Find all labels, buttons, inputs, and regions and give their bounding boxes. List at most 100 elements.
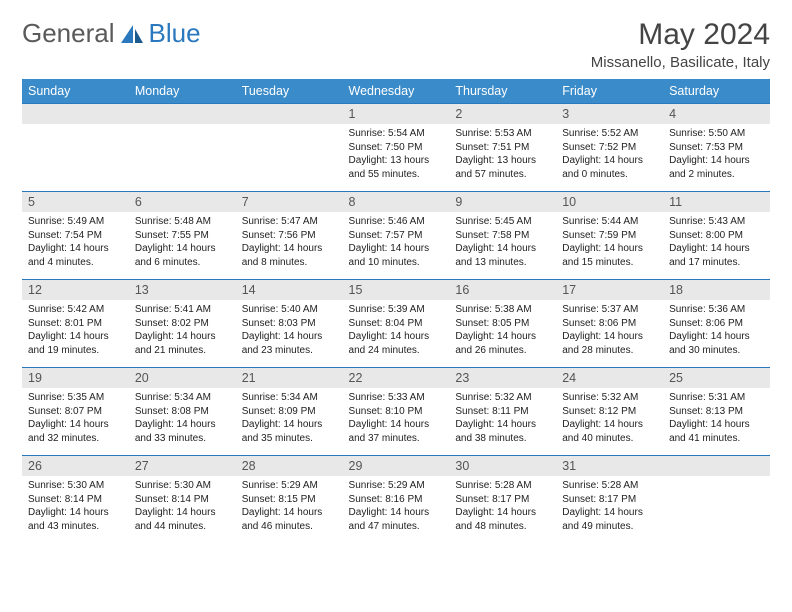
day-detail-cell: Sunrise: 5:36 AMSunset: 8:06 PMDaylight:… <box>663 300 770 368</box>
daylight-text-2: and 0 minutes. <box>562 168 657 182</box>
day-number-cell: 20 <box>129 368 236 389</box>
sunset-text: Sunset: 8:02 PM <box>135 317 230 331</box>
sunrise-text: Sunrise: 5:37 AM <box>562 303 657 317</box>
daylight-text-1: Daylight: 13 hours <box>349 154 444 168</box>
daylight-text-1: Daylight: 14 hours <box>242 242 337 256</box>
daylight-text-2: and 57 minutes. <box>455 168 550 182</box>
daylight-text-1: Daylight: 14 hours <box>455 330 550 344</box>
daylight-text-1: Daylight: 14 hours <box>242 506 337 520</box>
day-number-cell: 22 <box>343 368 450 389</box>
sunset-text: Sunset: 8:15 PM <box>242 493 337 507</box>
sunrise-text: Sunrise: 5:45 AM <box>455 215 550 229</box>
day-detail-cell <box>22 124 129 192</box>
sunset-text: Sunset: 7:57 PM <box>349 229 444 243</box>
title-block: May 2024 Missanello, Basilicate, Italy <box>591 18 770 71</box>
sunset-text: Sunset: 7:56 PM <box>242 229 337 243</box>
daylight-text-2: and 44 minutes. <box>135 520 230 534</box>
day-detail-cell: Sunrise: 5:30 AMSunset: 8:14 PMDaylight:… <box>22 476 129 543</box>
day-number-cell: 31 <box>556 456 663 477</box>
sunrise-text: Sunrise: 5:32 AM <box>455 391 550 405</box>
daynum-row: 262728293031 <box>22 456 770 477</box>
sunrise-text: Sunrise: 5:49 AM <box>28 215 123 229</box>
sunset-text: Sunset: 7:51 PM <box>455 141 550 155</box>
daylight-text-2: and 35 minutes. <box>242 432 337 446</box>
brand-text-1: General <box>22 18 115 49</box>
weekday-header: Sunday <box>22 79 129 104</box>
day-number-cell: 25 <box>663 368 770 389</box>
day-detail-cell: Sunrise: 5:31 AMSunset: 8:13 PMDaylight:… <box>663 388 770 456</box>
day-detail-cell: Sunrise: 5:43 AMSunset: 8:00 PMDaylight:… <box>663 212 770 280</box>
day-detail-cell: Sunrise: 5:52 AMSunset: 7:52 PMDaylight:… <box>556 124 663 192</box>
daylight-text-1: Daylight: 14 hours <box>349 330 444 344</box>
sunrise-text: Sunrise: 5:28 AM <box>562 479 657 493</box>
sunset-text: Sunset: 8:14 PM <box>135 493 230 507</box>
day-detail-cell: Sunrise: 5:34 AMSunset: 8:08 PMDaylight:… <box>129 388 236 456</box>
sunrise-text: Sunrise: 5:41 AM <box>135 303 230 317</box>
day-number-cell: 13 <box>129 280 236 301</box>
daylight-text-2: and 55 minutes. <box>349 168 444 182</box>
day-detail-cell <box>236 124 343 192</box>
sunrise-text: Sunrise: 5:29 AM <box>349 479 444 493</box>
sunrise-text: Sunrise: 5:38 AM <box>455 303 550 317</box>
sunrise-text: Sunrise: 5:34 AM <box>135 391 230 405</box>
day-number-cell: 24 <box>556 368 663 389</box>
daylight-text-1: Daylight: 14 hours <box>455 242 550 256</box>
daylight-text-2: and 33 minutes. <box>135 432 230 446</box>
day-number-cell: 1 <box>343 104 450 125</box>
daylight-text-2: and 40 minutes. <box>562 432 657 446</box>
daylight-text-1: Daylight: 14 hours <box>135 330 230 344</box>
sunset-text: Sunset: 8:16 PM <box>349 493 444 507</box>
day-detail-cell: Sunrise: 5:29 AMSunset: 8:16 PMDaylight:… <box>343 476 450 543</box>
day-number-cell: 30 <box>449 456 556 477</box>
weekday-header: Friday <box>556 79 663 104</box>
day-detail-cell: Sunrise: 5:50 AMSunset: 7:53 PMDaylight:… <box>663 124 770 192</box>
sunset-text: Sunset: 8:12 PM <box>562 405 657 419</box>
day-detail-cell: Sunrise: 5:38 AMSunset: 8:05 PMDaylight:… <box>449 300 556 368</box>
day-detail-cell: Sunrise: 5:39 AMSunset: 8:04 PMDaylight:… <box>343 300 450 368</box>
sunrise-text: Sunrise: 5:44 AM <box>562 215 657 229</box>
daylight-text-1: Daylight: 14 hours <box>669 242 764 256</box>
daylight-text-2: and 28 minutes. <box>562 344 657 358</box>
daylight-text-2: and 38 minutes. <box>455 432 550 446</box>
sunrise-text: Sunrise: 5:52 AM <box>562 127 657 141</box>
sunrise-text: Sunrise: 5:35 AM <box>28 391 123 405</box>
daylight-text-2: and 19 minutes. <box>28 344 123 358</box>
sunrise-text: Sunrise: 5:42 AM <box>28 303 123 317</box>
day-detail-cell: Sunrise: 5:53 AMSunset: 7:51 PMDaylight:… <box>449 124 556 192</box>
day-number-cell <box>22 104 129 125</box>
daylight-text-1: Daylight: 14 hours <box>349 418 444 432</box>
day-number-cell: 29 <box>343 456 450 477</box>
day-number-cell: 5 <box>22 192 129 213</box>
day-detail-cell: Sunrise: 5:42 AMSunset: 8:01 PMDaylight:… <box>22 300 129 368</box>
sunset-text: Sunset: 7:50 PM <box>349 141 444 155</box>
daylight-text-1: Daylight: 14 hours <box>669 154 764 168</box>
day-number-cell: 18 <box>663 280 770 301</box>
daynum-row: 1234 <box>22 104 770 125</box>
sunrise-text: Sunrise: 5:33 AM <box>349 391 444 405</box>
sunset-text: Sunset: 8:00 PM <box>669 229 764 243</box>
sunrise-text: Sunrise: 5:50 AM <box>669 127 764 141</box>
sunrise-text: Sunrise: 5:48 AM <box>135 215 230 229</box>
day-detail-cell: Sunrise: 5:37 AMSunset: 8:06 PMDaylight:… <box>556 300 663 368</box>
daylight-text-2: and 23 minutes. <box>242 344 337 358</box>
day-number-cell: 7 <box>236 192 343 213</box>
day-detail-cell: Sunrise: 5:32 AMSunset: 8:12 PMDaylight:… <box>556 388 663 456</box>
daylight-text-1: Daylight: 14 hours <box>28 242 123 256</box>
daylight-text-2: and 48 minutes. <box>455 520 550 534</box>
daylight-text-1: Daylight: 14 hours <box>349 242 444 256</box>
sunset-text: Sunset: 8:13 PM <box>669 405 764 419</box>
day-number-cell: 10 <box>556 192 663 213</box>
sunset-text: Sunset: 8:07 PM <box>28 405 123 419</box>
weekday-header-row: Sunday Monday Tuesday Wednesday Thursday… <box>22 79 770 104</box>
day-number-cell: 11 <box>663 192 770 213</box>
sunset-text: Sunset: 8:08 PM <box>135 405 230 419</box>
day-number-cell: 4 <box>663 104 770 125</box>
daylight-text-1: Daylight: 14 hours <box>28 506 123 520</box>
daylight-text-1: Daylight: 14 hours <box>135 242 230 256</box>
day-detail-cell: Sunrise: 5:28 AMSunset: 8:17 PMDaylight:… <box>556 476 663 543</box>
sunset-text: Sunset: 8:04 PM <box>349 317 444 331</box>
sunrise-text: Sunrise: 5:46 AM <box>349 215 444 229</box>
day-number-cell: 16 <box>449 280 556 301</box>
detail-row: Sunrise: 5:42 AMSunset: 8:01 PMDaylight:… <box>22 300 770 368</box>
day-number-cell <box>236 104 343 125</box>
